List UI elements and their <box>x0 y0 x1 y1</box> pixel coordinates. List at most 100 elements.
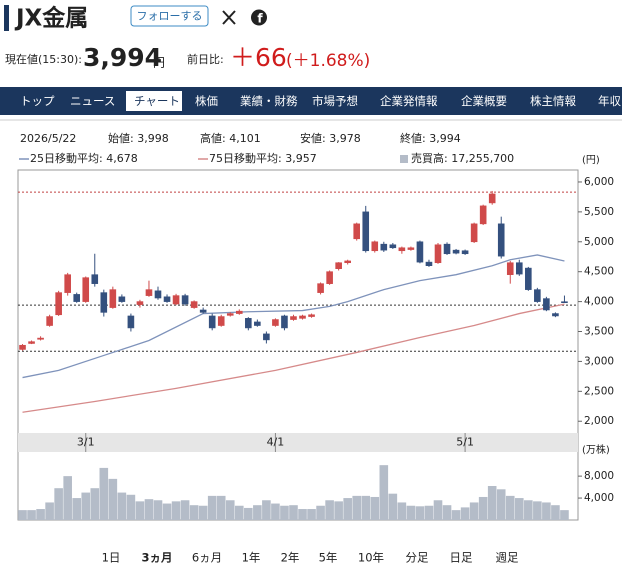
nav-item[interactable]: 株価 <box>195 94 218 108</box>
nav-item[interactable]: 株主情報 <box>530 94 576 108</box>
volume-bar <box>415 506 425 520</box>
candle-body <box>534 289 541 302</box>
volume-bar <box>442 505 452 520</box>
period-option[interactable]: 分足 <box>406 551 429 565</box>
volume-bar <box>397 502 407 520</box>
volume-bar <box>189 505 199 520</box>
volume-bar <box>307 509 316 520</box>
volume-bar <box>72 498 82 520</box>
candle-body <box>561 301 568 304</box>
period-option[interactable]: 5年 <box>319 551 338 565</box>
period-option[interactable]: 週足 <box>496 551 519 565</box>
volume-bar <box>99 467 109 520</box>
volume-bar <box>316 505 325 520</box>
candle-body <box>217 316 225 326</box>
candle-body <box>434 244 442 264</box>
candle-body <box>353 223 361 240</box>
title-bar <box>4 5 9 31</box>
candle-body <box>190 301 198 308</box>
volume-bar <box>180 500 190 520</box>
period-option[interactable]: 2年 <box>281 551 300 565</box>
candle-body <box>344 260 351 264</box>
y-tick-label: 4,000 <box>584 296 614 308</box>
candle-body <box>272 319 279 326</box>
period-option[interactable]: 10年 <box>358 551 384 565</box>
candle-body <box>281 315 288 329</box>
candle-body <box>443 243 451 255</box>
svg-text:f: f <box>257 12 263 26</box>
y-tick-label: 2,000 <box>584 415 614 427</box>
volume-bar <box>478 496 488 520</box>
x-icon[interactable] <box>222 10 236 25</box>
candle-body <box>317 283 324 293</box>
nav-item[interactable]: チャート <box>134 94 180 108</box>
candle-body <box>208 315 216 329</box>
period-option[interactable]: 1年 <box>242 551 261 565</box>
candle-body <box>497 223 505 257</box>
candle-body <box>515 262 523 275</box>
volume-bar <box>108 478 118 520</box>
candle-body <box>235 310 243 314</box>
candle-body <box>371 241 379 252</box>
volume-bar <box>325 500 334 520</box>
change-label: 前日比: <box>187 52 224 66</box>
nav-item[interactable]: 業績・財務 <box>240 94 298 108</box>
facebook-icon[interactable]: f <box>251 9 267 26</box>
period-option[interactable]: 3ヵ月 <box>141 551 172 565</box>
info-text: 始値: 3,998 <box>108 131 169 145</box>
volume-bar <box>379 465 389 520</box>
plot-frame <box>17 169 579 521</box>
candle-body <box>37 337 44 340</box>
price: 3,994 <box>83 43 162 72</box>
y-tick-label: 8,000 <box>584 470 614 482</box>
y-tick-label: 4,000 <box>584 492 614 504</box>
candle-body <box>73 294 81 302</box>
candle-body <box>479 205 487 225</box>
volume-bar <box>153 500 163 520</box>
volume-bar <box>117 492 127 520</box>
volume-bar <box>542 502 551 520</box>
follow-button[interactable] <box>130 5 209 27</box>
candle-body <box>452 249 460 254</box>
volume-bar <box>45 502 54 520</box>
period-option[interactable]: 6ヵ月 <box>192 551 222 565</box>
candle-body <box>118 296 126 302</box>
candle-body <box>543 298 550 311</box>
volume-bar <box>469 502 479 520</box>
nav-item[interactable]: 企業概要 <box>461 94 507 108</box>
period-option[interactable]: 1日 <box>102 551 121 565</box>
nav-item[interactable]: ニュース <box>70 94 115 108</box>
volume-bar <box>234 505 244 520</box>
volume-bar <box>171 501 181 520</box>
volume-bar <box>18 510 27 520</box>
volume-bar <box>451 510 461 520</box>
change-pct: (＋1.68%) <box>286 51 370 71</box>
nav-item[interactable]: 市場予想 <box>312 94 358 108</box>
nav-item[interactable]: トップ <box>20 94 55 108</box>
candle-body <box>506 262 514 275</box>
follow-label[interactable]: フォローする <box>137 10 203 23</box>
y-tick-label: 5,500 <box>584 206 614 218</box>
change: ＋66 <box>230 43 287 72</box>
candle-body <box>91 274 99 284</box>
legend-swatch <box>400 155 408 163</box>
candle-body <box>263 333 270 341</box>
price-unit: 円 <box>153 56 165 70</box>
volume-bar <box>560 510 569 520</box>
volume-bar <box>361 495 371 520</box>
volume-bar <box>298 509 307 520</box>
nav-item[interactable]: 年収 <box>598 94 621 108</box>
candle-body <box>136 301 144 305</box>
volume-bar <box>388 493 398 520</box>
volume-bar <box>63 476 72 520</box>
candle-body <box>145 289 153 296</box>
candle-body <box>109 289 117 308</box>
date-band <box>18 433 578 452</box>
volume-bar <box>487 486 497 520</box>
period-option[interactable]: 日足 <box>450 551 473 565</box>
candle-body <box>299 315 306 319</box>
volume-bar <box>460 507 470 520</box>
nav-item[interactable]: 企業発情報 <box>380 94 438 108</box>
